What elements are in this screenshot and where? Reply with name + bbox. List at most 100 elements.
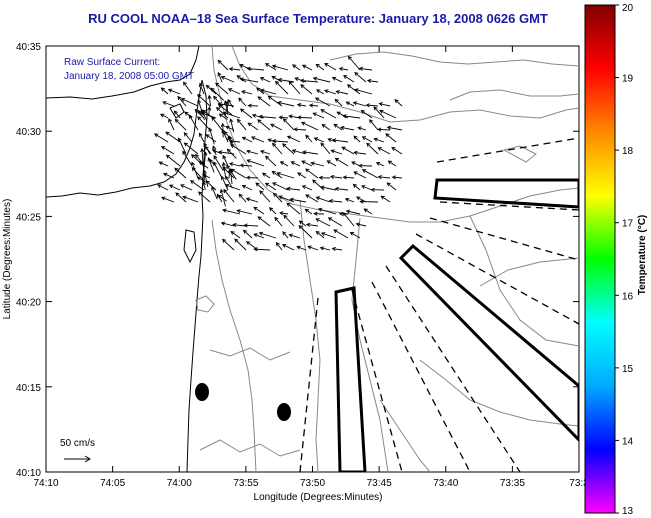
- current-vector-head: [315, 63, 320, 68]
- current-vector-head: [217, 59, 222, 64]
- current-vector-head: [162, 101, 167, 106]
- bathymetry-contour: [449, 89, 579, 101]
- current-vector: [279, 212, 289, 215]
- current-vector-head: [271, 64, 277, 69]
- y-axis-label: Latitude (Degrees:Minutes): [2, 199, 13, 320]
- current-vector: [202, 181, 206, 190]
- current-vector: [224, 100, 228, 111]
- colorbar-label: Temperature (°C): [637, 215, 648, 296]
- current-vector: [181, 98, 199, 107]
- current-vector-head: [246, 159, 251, 164]
- current-vector-head: [304, 208, 309, 213]
- current-vector: [299, 220, 307, 227]
- current-vector: [223, 112, 241, 119]
- current-vector: [260, 77, 271, 83]
- current-vector-head: [312, 112, 317, 117]
- current-vector: [211, 116, 223, 131]
- current-vector: [259, 116, 277, 119]
- current-vector-head: [360, 109, 365, 114]
- bathymetry-contour: [469, 215, 579, 347]
- current-vector-head: [223, 130, 228, 136]
- current-vector: [353, 184, 361, 191]
- current-vector-head: [213, 161, 217, 166]
- current-vector-head: [286, 202, 291, 207]
- current-vector: [226, 101, 229, 115]
- current-vector-head: [338, 66, 344, 72]
- current-vector: [366, 142, 379, 155]
- current-vector: [287, 135, 301, 143]
- current-vector-head: [275, 242, 280, 247]
- current-vector: [198, 161, 209, 169]
- current-vector-head: [373, 137, 378, 142]
- current-vector: [203, 170, 209, 187]
- current-vector-head: [239, 63, 244, 68]
- current-vector-head: [318, 175, 323, 180]
- current-vector: [353, 102, 367, 107]
- current-vector: [197, 176, 208, 184]
- current-vector: [208, 157, 215, 173]
- current-vector-head: [238, 97, 243, 102]
- current-vector-head: [222, 208, 227, 213]
- current-vector: [157, 184, 169, 191]
- current-vector-head: [356, 196, 361, 201]
- current-vector-head: [211, 116, 216, 121]
- current-vector: [354, 151, 367, 155]
- current-vector-head: [228, 162, 234, 167]
- current-vector: [259, 190, 271, 203]
- current-vector-head: [330, 149, 335, 154]
- current-vector-head: [386, 182, 391, 187]
- current-vector-head: [313, 137, 319, 142]
- current-vector: [341, 146, 355, 155]
- current-vector: [240, 164, 253, 167]
- current-vector-head: [183, 142, 188, 147]
- current-vector-head: [353, 135, 358, 140]
- current-vector-head: [331, 246, 336, 251]
- current-vector-head: [276, 171, 281, 176]
- current-vector-head: [230, 168, 235, 173]
- current-vector: [369, 119, 379, 131]
- current-vector: [302, 64, 313, 71]
- current-vector: [217, 72, 223, 83]
- current-vector-head: [242, 229, 248, 234]
- current-vector-head: [271, 75, 276, 80]
- current-vector-head: [324, 63, 329, 67]
- current-vector-head: [305, 134, 310, 139]
- y-tick-label: 40:30: [16, 127, 41, 138]
- current-vector-head: [229, 118, 234, 123]
- current-vector-head: [327, 138, 332, 142]
- current-vector-head: [183, 132, 188, 137]
- current-vector: [168, 89, 181, 95]
- current-vector-head: [342, 114, 347, 119]
- current-vector-head: [250, 136, 256, 141]
- current-vector-head: [253, 247, 258, 252]
- y-axis-ticks: 40:35 40:30 40:25 40:20 40:15 40:10: [16, 42, 579, 479]
- current-vector-head: [168, 118, 172, 123]
- current-vector: [276, 242, 283, 251]
- current-vector: [356, 196, 367, 203]
- current-vector-head: [191, 167, 196, 172]
- current-vector-head: [347, 55, 352, 61]
- current-vector-head: [305, 194, 310, 199]
- current-vector-head: [258, 231, 264, 236]
- current-vector: [168, 118, 175, 131]
- current-vector: [286, 202, 301, 215]
- x-tick-label: 73:40: [433, 478, 458, 489]
- current-vector: [324, 63, 337, 71]
- current-vector: [175, 119, 187, 131]
- current-vector-head: [271, 170, 276, 175]
- current-vector: [208, 95, 212, 107]
- current-vector: [302, 151, 319, 155]
- colorbar-tick-label: 14: [622, 436, 634, 447]
- current-vector: [240, 78, 259, 83]
- y-tick-label: 40:10: [16, 468, 41, 479]
- current-vector-head: [365, 103, 370, 108]
- current-vector: [255, 182, 265, 191]
- current-vector-head: [369, 119, 374, 124]
- current-vector-head: [361, 185, 366, 189]
- colorbar-tick-label: 17: [622, 219, 634, 230]
- current-vector: [219, 113, 228, 120]
- current-vector: [362, 136, 373, 143]
- current-vector-head: [377, 127, 382, 132]
- bathymetry-contour: [299, 199, 321, 472]
- current-vector: [163, 173, 175, 179]
